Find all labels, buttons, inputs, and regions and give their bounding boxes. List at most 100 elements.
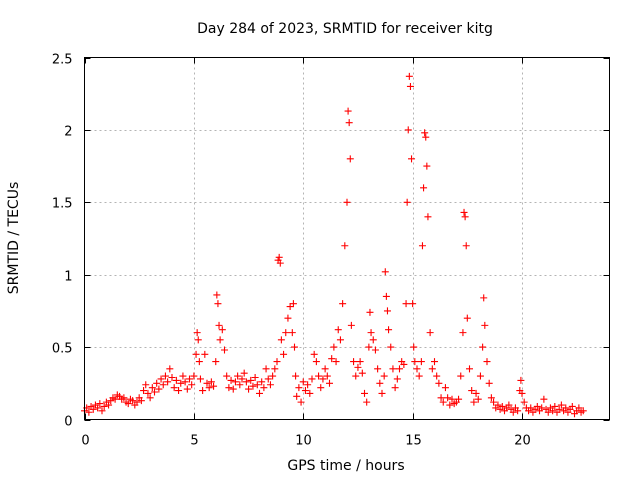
data-point: [291, 343, 298, 351]
data-point: [391, 384, 399, 392]
data-point: [227, 376, 235, 384]
data-point: [330, 343, 338, 351]
data-point: [403, 198, 411, 206]
y-tick-label: 1: [64, 270, 72, 285]
data-point: [192, 350, 200, 358]
data-point: [339, 300, 347, 308]
data-point: [120, 394, 128, 402]
data-point: [538, 404, 546, 412]
data-point: [277, 336, 285, 344]
data-point: [345, 119, 353, 127]
data-point: [282, 329, 290, 337]
data-point: [213, 291, 221, 299]
data-point: [468, 387, 476, 395]
data-point: [555, 405, 563, 413]
data-point: [474, 395, 482, 403]
data-point: [358, 369, 366, 377]
data-point: [199, 387, 207, 395]
data-point: [100, 402, 108, 410]
data-point: [420, 184, 428, 192]
data-point: [89, 405, 97, 413]
data-point: [299, 378, 307, 386]
data-point: [498, 402, 506, 410]
y-axis-title: SRMTID / TECUs: [6, 182, 22, 295]
data-point: [288, 329, 296, 337]
data-point: [205, 384, 213, 392]
data-point: [315, 372, 323, 380]
data-point: [393, 375, 401, 383]
y-tick-label: 2: [64, 125, 72, 140]
data-point: [251, 374, 259, 382]
data-point: [253, 381, 261, 389]
data-point: [332, 358, 340, 366]
data-point: [551, 402, 559, 410]
data-point: [426, 329, 434, 337]
data-point: [273, 358, 281, 366]
data-point: [218, 326, 226, 334]
data-point: [480, 294, 488, 302]
data-point: [400, 360, 408, 368]
data-point: [514, 407, 522, 415]
data-point: [238, 375, 246, 383]
data-point: [215, 321, 223, 329]
data-point: [380, 372, 388, 380]
data-point: [225, 384, 233, 392]
data-point: [428, 365, 436, 373]
data-point: [271, 365, 279, 373]
data-point: [344, 107, 352, 115]
data-point: [142, 381, 150, 389]
data-point: [151, 388, 158, 396]
data-point: [183, 385, 191, 393]
data-point: [210, 382, 218, 390]
data-point: [483, 358, 491, 366]
grid-lines: [84, 57, 610, 420]
data-point: [306, 389, 314, 397]
data-point: [435, 379, 443, 387]
data-point: [457, 372, 465, 380]
data-point: [472, 389, 480, 397]
data-point: [518, 389, 526, 397]
data-point: [520, 398, 528, 406]
data-point: [343, 198, 351, 206]
data-point: [411, 358, 419, 366]
data-point: [389, 365, 397, 373]
data-point: [201, 350, 209, 358]
data-point: [527, 404, 535, 412]
data-point: [280, 350, 288, 358]
data-point: [408, 155, 416, 163]
data-point: [334, 326, 342, 334]
y-tick-label: 0: [64, 415, 72, 430]
data-point: [485, 379, 493, 387]
data-point: [260, 384, 268, 392]
data-point: [240, 369, 248, 377]
data-point: [422, 133, 430, 141]
data-point: [431, 358, 438, 366]
data-point: [242, 378, 250, 386]
data-point: [312, 358, 320, 366]
data-point: [144, 389, 152, 397]
data-point: [175, 387, 183, 395]
data-point: [479, 343, 487, 351]
x-axis-title: GPS time / hours: [287, 458, 404, 474]
data-point: [413, 365, 421, 373]
data-point: [383, 307, 391, 315]
data-point: [517, 376, 525, 384]
chart-title: Day 284 of 2023, SRMTID for receiver kit…: [197, 21, 493, 37]
data-point: [188, 381, 196, 389]
data-point: [124, 400, 132, 408]
data-point: [396, 365, 403, 373]
data-point: [96, 400, 104, 408]
data-point: [207, 378, 215, 386]
data-point: [289, 300, 297, 308]
data-point: [111, 395, 119, 403]
data-point: [133, 398, 141, 406]
data-point: [264, 375, 272, 383]
data-point: [105, 401, 113, 409]
data-point: [179, 372, 187, 380]
data-point: [256, 389, 263, 397]
data-point: [455, 395, 463, 403]
data-point: [424, 213, 432, 221]
data-point: [476, 372, 484, 380]
data-point: [170, 384, 178, 392]
